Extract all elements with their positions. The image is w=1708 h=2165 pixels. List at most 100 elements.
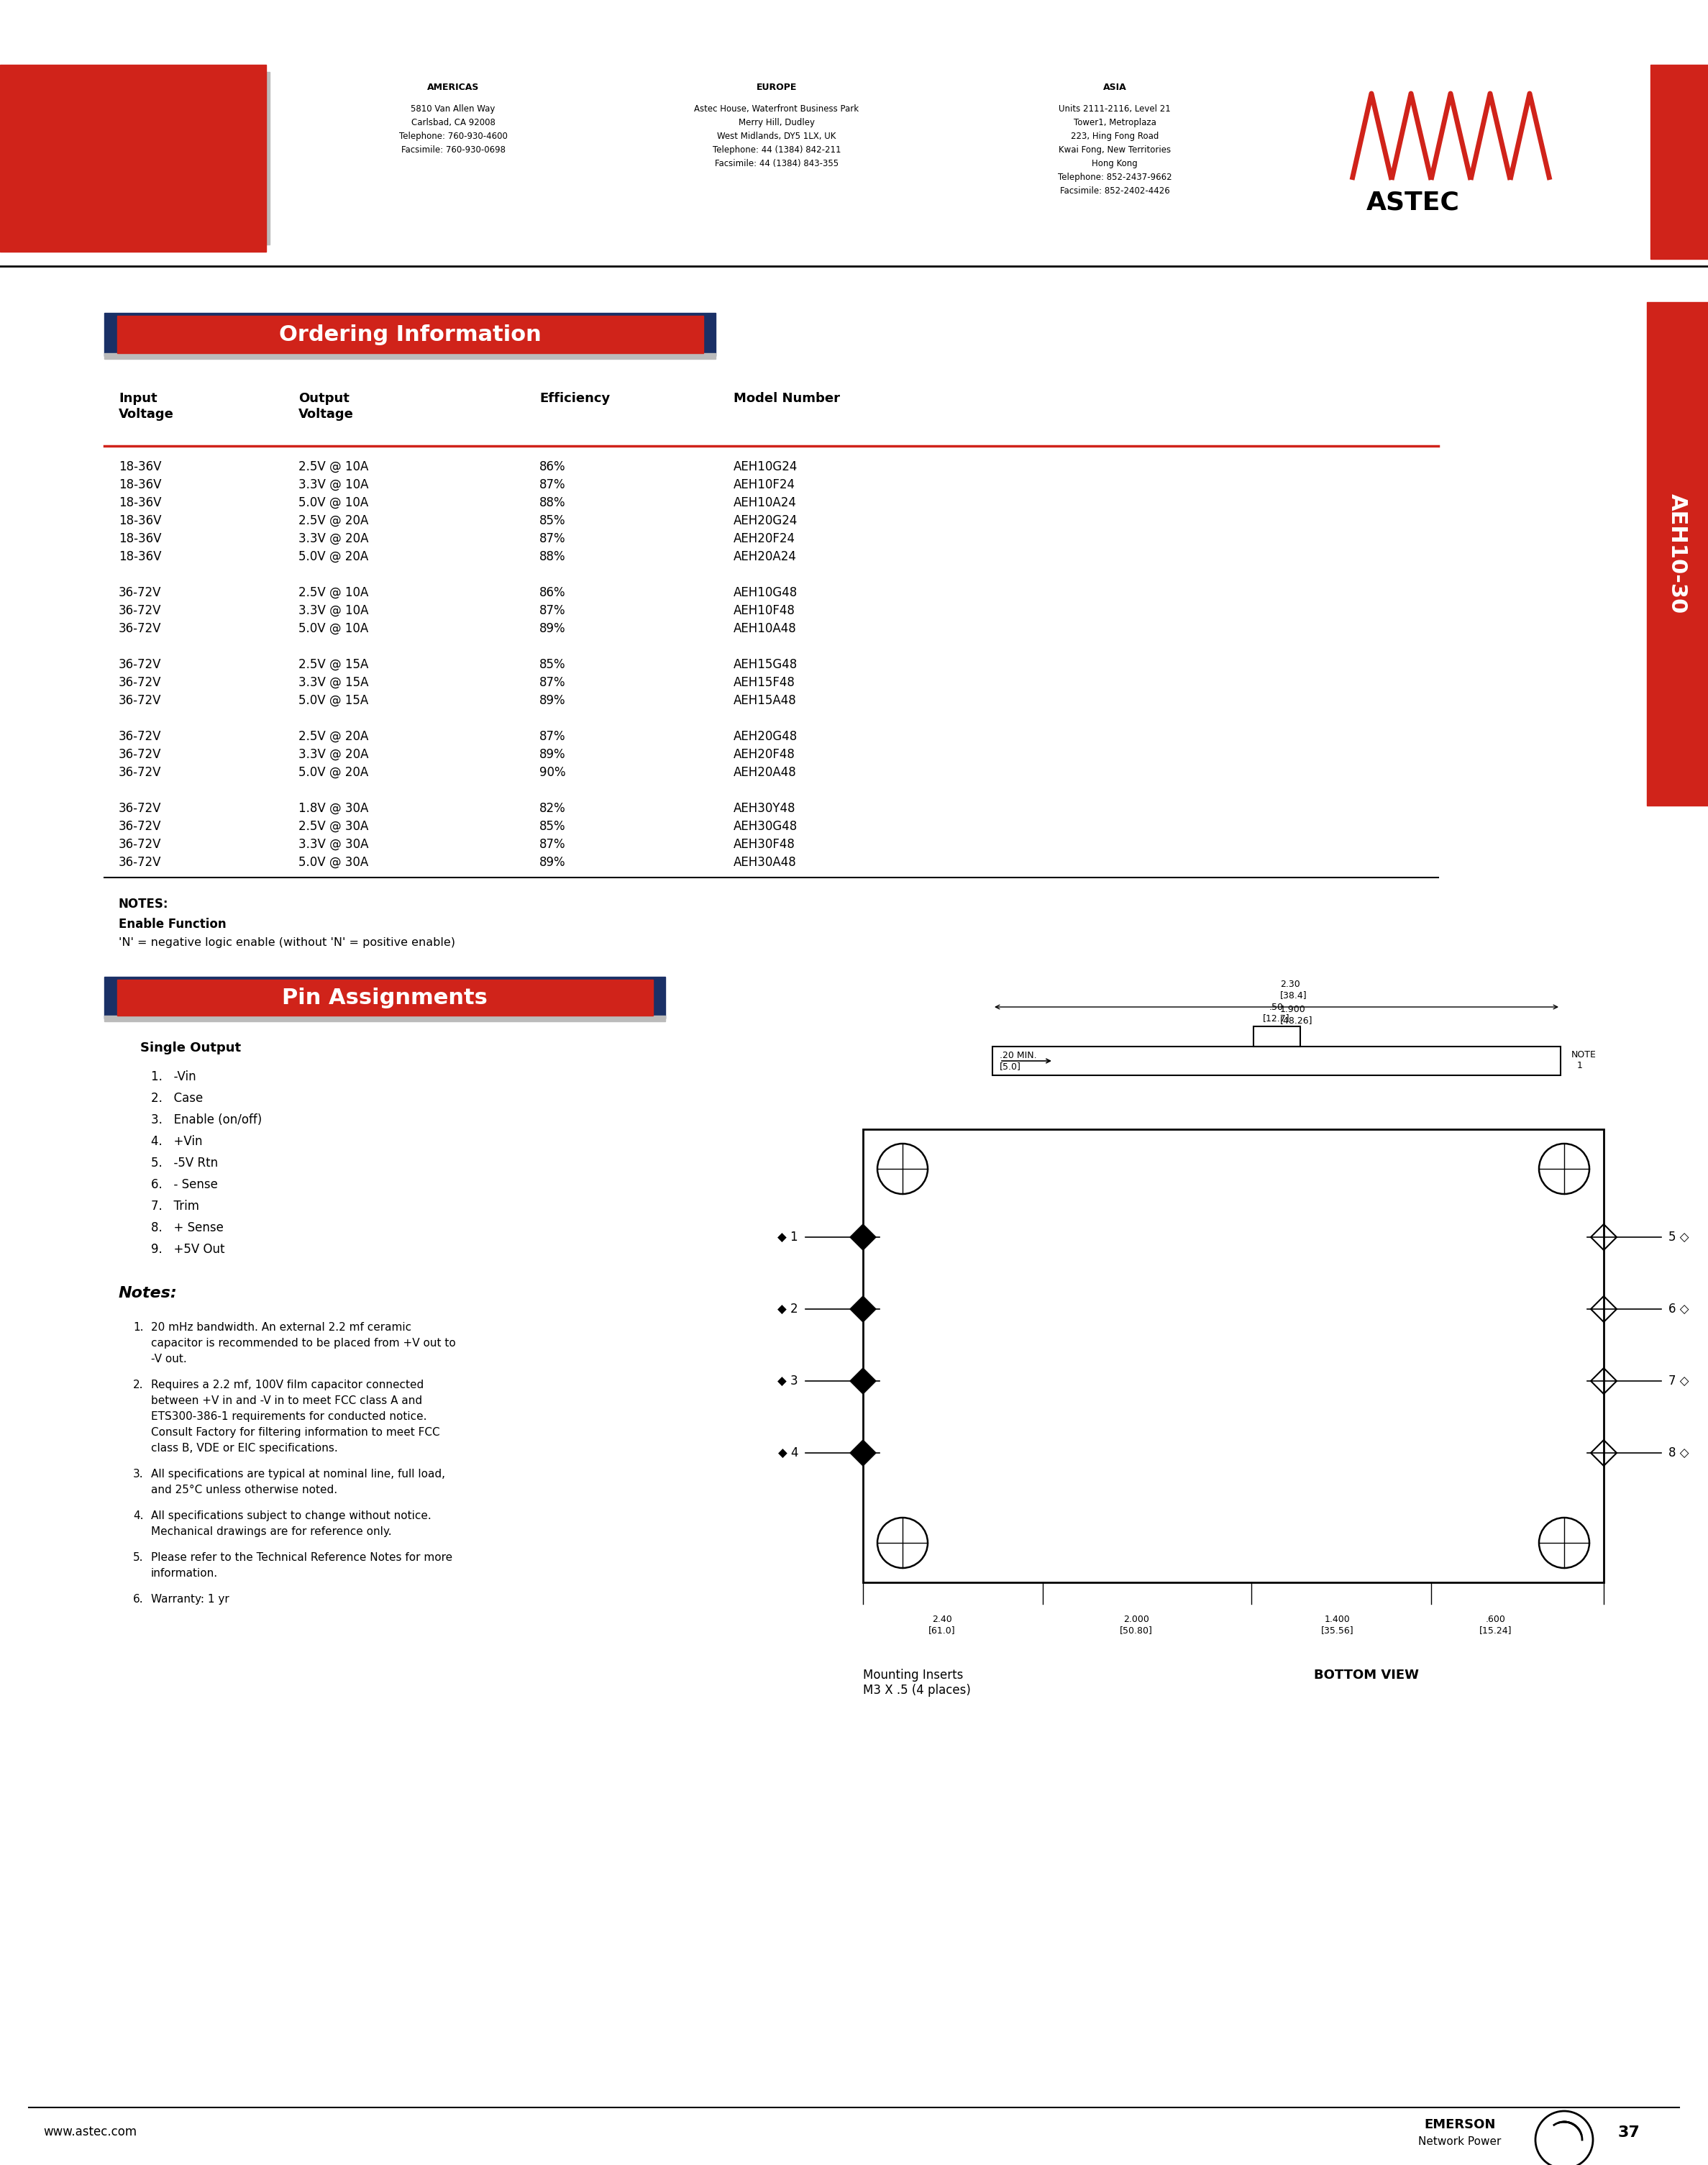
Bar: [104, 1015, 664, 1022]
Text: AEH20F48: AEH20F48: [733, 749, 796, 760]
Text: 87%: 87%: [540, 838, 565, 851]
Text: Requires a 2.2 mf, 100V film capacitor connected: Requires a 2.2 mf, 100V film capacitor c…: [150, 1379, 424, 1390]
Text: 4.: 4.: [133, 1511, 143, 1522]
Text: 18-36V: 18-36V: [118, 478, 162, 491]
Text: AEH10G24: AEH10G24: [733, 461, 798, 474]
Text: All specifications subject to change without notice.: All specifications subject to change wit…: [150, 1511, 432, 1522]
Text: 36-72V: 36-72V: [118, 838, 162, 851]
Text: 5810 Van Allen Way
Carlsbad, CA 92008
Telephone: 760-930-4600
Facsimile: 760-930: 5810 Van Allen Way Carlsbad, CA 92008 Te…: [400, 104, 507, 154]
Bar: [118, 316, 704, 353]
Text: ASTEC: ASTEC: [1366, 191, 1460, 214]
Text: .20 MIN.
[5.0]: .20 MIN. [5.0]: [999, 1050, 1037, 1072]
Text: 1.400
[35.56]: 1.400 [35.56]: [1322, 1615, 1354, 1635]
Text: All specifications are typical at nominal line, full load,: All specifications are typical at nomina…: [150, 1468, 446, 1479]
Text: 86%: 86%: [540, 461, 565, 474]
Text: 3.3V @ 20A: 3.3V @ 20A: [299, 533, 369, 546]
Text: NOTES:: NOTES:: [118, 898, 169, 911]
Text: 1.   -Vin: 1. -Vin: [150, 1070, 196, 1082]
Text: 'N' = negative logic enable (without 'N' = positive enable): 'N' = negative logic enable (without 'N'…: [118, 937, 456, 948]
Text: AEH10F24: AEH10F24: [733, 478, 796, 491]
Text: capacitor is recommended to be placed from +V out to: capacitor is recommended to be placed fr…: [150, 1338, 456, 1349]
Text: BOTTOM VIEW: BOTTOM VIEW: [1313, 1669, 1419, 1682]
Text: 86%: 86%: [540, 587, 565, 600]
Text: 8 ◇: 8 ◇: [1669, 1446, 1689, 1459]
Text: 2.000
[50.80]: 2.000 [50.80]: [1120, 1615, 1153, 1635]
Text: 3.   Enable (on/off): 3. Enable (on/off): [150, 1113, 261, 1126]
Text: 36-72V: 36-72V: [118, 658, 162, 671]
Text: AEH30Y48: AEH30Y48: [733, 801, 796, 814]
Text: 2.30
[38.4]: 2.30 [38.4]: [1279, 979, 1307, 1000]
Text: 2.5V @ 20A: 2.5V @ 20A: [299, 730, 369, 743]
Text: 90%: 90%: [540, 766, 565, 779]
Text: 36-72V: 36-72V: [118, 855, 162, 868]
Text: 36-72V: 36-72V: [118, 821, 162, 834]
Bar: [104, 314, 716, 355]
Text: ◆ 4: ◆ 4: [777, 1446, 798, 1459]
Text: 87%: 87%: [540, 730, 565, 743]
Text: 7 ◇: 7 ◇: [1669, 1375, 1689, 1388]
Text: 6.   - Sense: 6. - Sense: [150, 1178, 219, 1191]
Bar: [104, 353, 716, 359]
Text: 18-36V: 18-36V: [118, 496, 162, 509]
Text: 8.   + Sense: 8. + Sense: [150, 1221, 224, 1234]
Text: 5.0V @ 20A: 5.0V @ 20A: [299, 550, 369, 563]
Text: 5 ◇: 5 ◇: [1669, 1230, 1689, 1243]
Text: 36-72V: 36-72V: [118, 695, 162, 708]
Text: Single Output: Single Output: [140, 1041, 241, 1054]
Polygon shape: [851, 1440, 876, 1466]
Text: 20 mHz bandwidth. An external 2.2 mf ceramic: 20 mHz bandwidth. An external 2.2 mf cer…: [150, 1323, 412, 1334]
Text: AEH20G24: AEH20G24: [733, 515, 798, 528]
Text: AEH15F48: AEH15F48: [733, 675, 796, 688]
Text: 6 ◇: 6 ◇: [1669, 1303, 1689, 1316]
Text: Network Power: Network Power: [1418, 2137, 1501, 2148]
Text: 88%: 88%: [540, 550, 565, 563]
Text: 85%: 85%: [540, 515, 565, 528]
Text: 1.: 1.: [133, 1323, 143, 1334]
Text: Please refer to the Technical Reference Notes for more: Please refer to the Technical Reference …: [150, 1552, 453, 1563]
Text: ASIA: ASIA: [1103, 82, 1127, 93]
Text: EMERSON: EMERSON: [1424, 2117, 1496, 2130]
Bar: [1647, 303, 1708, 805]
Text: 2.5V @ 15A: 2.5V @ 15A: [299, 658, 369, 671]
Text: 5.0V @ 10A: 5.0V @ 10A: [299, 496, 369, 509]
Bar: [1650, 65, 1708, 260]
Text: 5.0V @ 15A: 5.0V @ 15A: [299, 695, 369, 708]
Text: AEH10A24: AEH10A24: [733, 496, 796, 509]
Text: 87%: 87%: [540, 675, 565, 688]
Text: 85%: 85%: [540, 658, 565, 671]
Text: 5.0V @ 20A: 5.0V @ 20A: [299, 766, 369, 779]
Text: 36-72V: 36-72V: [118, 675, 162, 688]
Text: 2.5V @ 30A: 2.5V @ 30A: [299, 821, 369, 834]
Text: 3.3V @ 10A: 3.3V @ 10A: [299, 478, 369, 491]
Bar: [118, 979, 652, 1015]
Bar: [0, 65, 266, 251]
Text: ETS300-386-1 requirements for conducted notice.: ETS300-386-1 requirements for conducted …: [150, 1412, 427, 1422]
Text: Mechanical drawings are for reference only.: Mechanical drawings are for reference on…: [150, 1526, 391, 1537]
Text: Consult Factory for filtering information to meet FCC: Consult Factory for filtering informatio…: [150, 1427, 441, 1438]
Bar: [208, 71, 270, 245]
Text: .50
[12.7]: .50 [12.7]: [1262, 1002, 1290, 1022]
Polygon shape: [851, 1368, 876, 1394]
Text: AEH15G48: AEH15G48: [733, 658, 798, 671]
Text: 37: 37: [1617, 2126, 1640, 2139]
Text: 82%: 82%: [540, 801, 565, 814]
Text: 9.   +5V Out: 9. +5V Out: [150, 1243, 225, 1256]
Text: 2.: 2.: [133, 1379, 143, 1390]
Text: 5.0V @ 30A: 5.0V @ 30A: [299, 855, 369, 868]
Text: class B, VDE or EIC specifications.: class B, VDE or EIC specifications.: [150, 1442, 338, 1453]
Text: AEH30A48: AEH30A48: [733, 855, 796, 868]
Text: ◆ 3: ◆ 3: [777, 1375, 798, 1388]
Text: www.astec.com: www.astec.com: [43, 2126, 137, 2139]
Text: 88%: 88%: [540, 496, 565, 509]
Text: 2.40
[61.0]: 2.40 [61.0]: [929, 1615, 956, 1635]
Text: AEH10-30: AEH10-30: [1667, 494, 1688, 615]
Bar: [863, 1130, 1604, 1583]
Text: 89%: 89%: [540, 621, 565, 634]
Text: Ordering Information: Ordering Information: [278, 325, 541, 344]
Text: Notes:: Notes:: [118, 1286, 178, 1301]
Text: between +V in and -V in to meet FCC class A and: between +V in and -V in to meet FCC clas…: [150, 1396, 422, 1407]
Text: 87%: 87%: [540, 533, 565, 546]
Text: 85%: 85%: [540, 821, 565, 834]
Text: Output
Voltage: Output Voltage: [299, 392, 354, 420]
Text: 4.   +Vin: 4. +Vin: [150, 1134, 203, 1147]
